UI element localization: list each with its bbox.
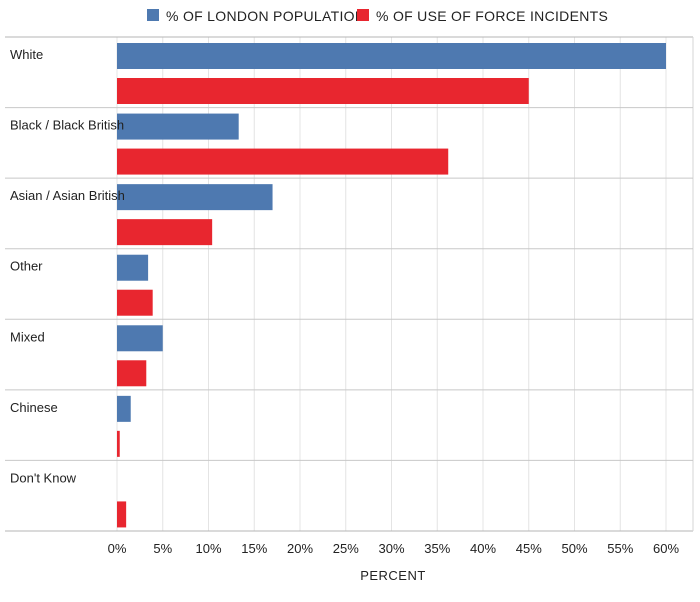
category-label-chinese: Chinese [10,400,58,415]
bars [117,43,666,528]
bar-asian-asian-british-series-0 [117,184,273,211]
bar-chinese-series-1 [117,430,120,457]
category-label-don-t-know: Don't Know [10,470,77,485]
bar-other-series-1 [117,289,153,316]
x-tick-label: 10% [195,541,221,556]
bar-white-series-0 [117,43,666,69]
legend-swatch-use-of-force-incidents [357,9,369,21]
legend-swatch-london-population [147,9,159,21]
bar-white-series-1 [117,78,529,104]
bar-black-black-british-series-0 [117,113,239,140]
bar-asian-asian-british-series-1 [117,219,213,246]
x-tick-label: 55% [607,541,633,556]
gridlines [5,36,694,532]
category-label-black-black-british: Black / Black British [10,118,124,133]
legend-label-london-population: % OF LONDON POPULATION [166,8,365,24]
x-tick-label: 5% [153,541,172,556]
legend: % OF LONDON POPULATION % OF USE OF FORCE… [147,8,608,24]
x-tick-label: 35% [424,541,450,556]
category-label-asian-asian-british: Asian / Asian British [10,188,125,203]
x-tick-label: 30% [378,541,404,556]
x-tick-label: 50% [561,541,587,556]
category-label-mixed: Mixed [10,329,45,344]
x-tick-label: 15% [241,541,267,556]
x-tick-label: 60% [653,541,679,556]
category-labels: White Black / Black British Asian / Asian … [10,47,125,485]
x-tick-label: 40% [470,541,496,556]
category-label-white: White [10,47,43,62]
x-tick-label: 25% [333,541,359,556]
x-axis-ticks: 0% 5% 10% 15% 20% 25% 30% 35% 40% 45% 50% 55% 60% [108,541,680,556]
x-axis-title: PERCENT [360,568,426,583]
bar-mixed-series-0 [117,325,163,352]
bar-other-series-0 [117,254,149,281]
bar-chinese-series-0 [117,395,131,422]
category-separators [5,107,693,461]
category-label-other: Other [10,259,43,274]
bar-black-black-british-series-1 [117,148,449,175]
bar-don-t-know-series-1 [117,501,127,528]
bar-mixed-series-1 [117,360,147,387]
legend-label-use-of-force-incidents: % OF USE OF FORCE INCIDENTS [376,8,608,24]
x-tick-label: 0% [108,541,127,556]
x-tick-label: 20% [287,541,313,556]
x-tick-label: 45% [516,541,542,556]
